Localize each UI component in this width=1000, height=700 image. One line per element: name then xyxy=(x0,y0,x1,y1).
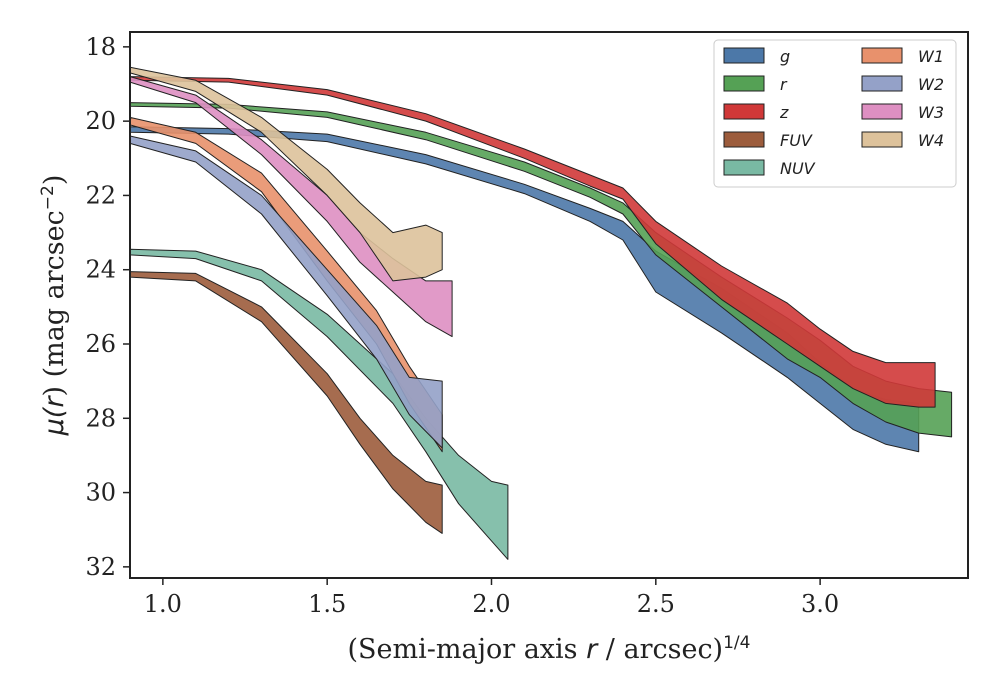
x-tick-label: 1.5 xyxy=(308,590,346,618)
legend-label-g: g xyxy=(780,47,790,66)
legend-label-w1: W1 xyxy=(918,47,944,66)
y-axis-label-pre: μ( xyxy=(39,406,70,436)
series-area-w1 xyxy=(129,116,443,453)
legend-swatch-w3 xyxy=(861,103,903,120)
y-tick-label: 26 xyxy=(85,330,116,358)
series-area-w3 xyxy=(129,76,453,338)
x-axis-label-sup: 1/4 xyxy=(723,633,750,653)
legend-swatch-r xyxy=(723,75,765,92)
series-area-r xyxy=(129,102,953,438)
y-axis-label-var: r xyxy=(39,395,70,408)
series-area-nuv xyxy=(129,248,509,560)
legend-label-r: r xyxy=(780,75,788,94)
series-area-g xyxy=(129,126,920,453)
y-tick-label: 24 xyxy=(85,256,116,284)
legend-label-w2: W2 xyxy=(918,75,944,94)
legend-swatch-fuv xyxy=(723,131,765,148)
x-axis-label-pre: (Semi-major axis xyxy=(348,634,587,665)
y-tick-label: 30 xyxy=(85,479,116,507)
legend-swatch-nuv xyxy=(723,159,765,176)
x-tick-label: 3.0 xyxy=(801,590,839,618)
legend-label-nuv: NUV xyxy=(780,159,816,178)
legend-label-w3: W3 xyxy=(918,103,944,122)
series-area-z xyxy=(129,76,936,408)
y-tick-label: 22 xyxy=(85,181,116,209)
x-axis-ticks: 1.0 1.5 2.0 2.5 3.0 xyxy=(144,578,839,618)
y-tick-label: 28 xyxy=(85,404,116,432)
legend-swatch-w1 xyxy=(861,47,903,64)
y-tick-label: 32 xyxy=(85,553,116,581)
legend-label-w4: W4 xyxy=(918,131,944,150)
y-axis-label-post: ) (mag arcsec xyxy=(39,210,70,396)
y-tick-label: 20 xyxy=(85,107,116,135)
legend-label-fuv: FUV xyxy=(780,131,813,150)
plot-frame xyxy=(129,31,969,579)
y-axis-label: μ(r) (mag arcsec−2) xyxy=(38,175,70,437)
legend-label-z: z xyxy=(779,103,789,122)
series-area-fuv xyxy=(129,271,443,534)
legend-swatch-w2 xyxy=(861,75,903,92)
x-axis-label-post: / arcsec) xyxy=(597,634,723,665)
x-tick-label: 1.0 xyxy=(144,590,182,618)
profile-areas xyxy=(129,66,953,560)
y-axis-label-close: ) xyxy=(39,175,70,186)
series-area-w4 xyxy=(129,66,443,282)
x-axis-label-var: r xyxy=(586,634,599,665)
x-axis-label: (Semi-major axis r / arcsec)1/4 xyxy=(348,633,751,665)
legend-swatch-z xyxy=(723,103,765,120)
y-tick-label: 18 xyxy=(85,33,116,61)
y-axis-label-sup: −2 xyxy=(38,185,58,210)
y-axis-ticks: 18 20 22 24 26 28 30 32 xyxy=(85,33,130,581)
x-tick-label: 2.5 xyxy=(637,590,675,618)
legend: grz FUV NUV W1 W2 W3 W4 xyxy=(713,39,957,188)
legend-swatch-w4 xyxy=(861,131,903,148)
series-area-w2 xyxy=(129,135,443,449)
x-tick-label: 2.0 xyxy=(472,590,510,618)
legend-swatch-g xyxy=(723,47,765,64)
